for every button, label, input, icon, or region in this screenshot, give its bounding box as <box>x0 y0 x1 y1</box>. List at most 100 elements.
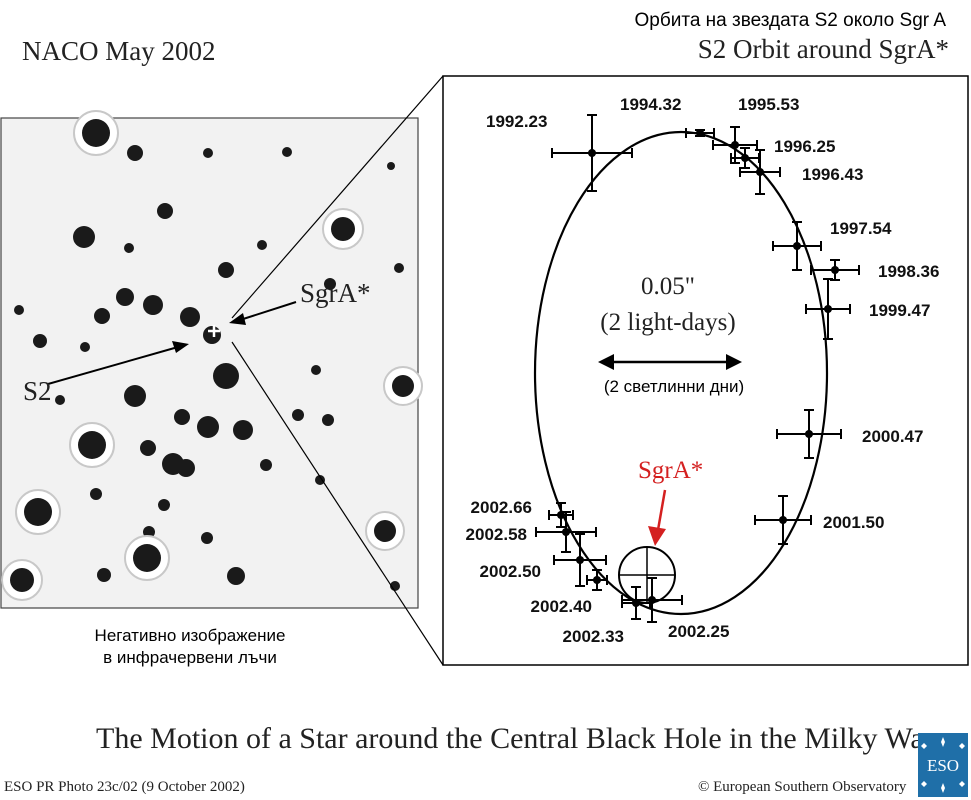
sgra-label-left: SgrA* <box>300 278 371 308</box>
star-core <box>260 459 272 471</box>
orbit-point-1992-23: 1992.23 <box>486 112 633 192</box>
star <box>180 307 200 327</box>
sgra-label-orbit: SgrA* <box>638 457 703 484</box>
star-core <box>282 147 292 157</box>
orbit-point-2002-40: 2002.40 <box>531 569 608 616</box>
epoch-label: 2002.66 <box>471 498 532 517</box>
epoch-label: 2000.47 <box>862 427 923 446</box>
epoch-label: 2002.50 <box>480 562 541 581</box>
orbit-point-1994-32: 1994.32 <box>620 95 715 138</box>
star <box>315 475 325 485</box>
orbit-point-marker <box>557 511 565 519</box>
orbit-point-2000-47: 2000.47 <box>776 409 923 459</box>
star <box>387 162 395 170</box>
star <box>282 147 292 157</box>
star <box>201 532 213 544</box>
star <box>260 459 272 471</box>
star <box>383 366 423 406</box>
star <box>73 110 119 156</box>
star-core <box>387 162 395 170</box>
star <box>127 145 143 161</box>
star-core <box>80 342 90 352</box>
star-core <box>180 307 200 327</box>
star <box>203 148 213 158</box>
orbit-point-marker <box>756 168 764 176</box>
eso-logo: ESO <box>918 733 968 797</box>
orbit-point-marker <box>805 430 813 438</box>
star <box>324 278 336 290</box>
epoch-label: 2002.33 <box>563 627 624 646</box>
star <box>94 308 110 324</box>
figure-main-title: The Motion of a Star around the Central … <box>96 722 939 755</box>
orbit-point-marker <box>593 576 601 584</box>
orbit-point-marker <box>779 516 787 524</box>
star-core <box>331 217 355 241</box>
star-core <box>24 498 52 526</box>
orbit-ellipse <box>533 130 829 616</box>
orbit-point-1996-25: 1996.25 <box>730 137 835 169</box>
orbit-panel-frame <box>442 75 969 666</box>
star-core <box>78 431 106 459</box>
star-core <box>33 334 47 348</box>
sgra-red-arrow <box>648 489 667 546</box>
infrared-image <box>0 110 423 609</box>
star <box>33 334 47 348</box>
star <box>143 526 155 538</box>
star <box>218 262 234 278</box>
star <box>140 440 156 456</box>
star <box>157 203 173 219</box>
star <box>1 559 43 601</box>
star-core <box>324 278 336 290</box>
star-core <box>257 240 267 250</box>
star-core <box>127 145 143 161</box>
orbit-point-1998-36: 1998.36 <box>810 259 939 281</box>
star <box>124 385 146 407</box>
star-core <box>116 288 134 306</box>
orbit-point-2001-50: 2001.50 <box>754 495 884 545</box>
star <box>233 420 253 440</box>
star <box>15 489 61 535</box>
epoch-label: 1996.25 <box>774 137 835 156</box>
star <box>394 263 404 273</box>
star-core <box>311 365 321 375</box>
caption-line-1: Негативно изображение <box>94 626 286 645</box>
scale-value: 0.05" <box>641 273 695 300</box>
star <box>69 422 115 468</box>
epoch-label: 1998.36 <box>878 262 939 281</box>
star-core <box>157 203 173 219</box>
star <box>322 414 334 426</box>
zoom-line-top <box>231 75 444 319</box>
epoch-label: 1996.43 <box>802 165 863 184</box>
star-core <box>394 263 404 273</box>
orbit-point-marker <box>588 149 596 157</box>
epoch-label: 2002.58 <box>466 525 527 544</box>
epoch-label: 1992.23 <box>486 112 547 131</box>
orbit-point-marker <box>576 556 584 564</box>
star <box>116 288 134 306</box>
star-core <box>292 409 304 421</box>
photo-reference: ESO PR Photo 23c/02 (9 October 2002) <box>4 779 245 795</box>
star-core <box>218 262 234 278</box>
star-core <box>213 363 239 389</box>
star <box>73 226 95 248</box>
star-core <box>227 567 245 585</box>
orbit-point-marker <box>831 266 839 274</box>
orbit-point-2002-25: 2002.25 <box>621 577 729 641</box>
orbit-point-1997-54: 1997.54 <box>772 219 892 271</box>
star <box>292 409 304 421</box>
star-core <box>143 295 163 315</box>
star-core <box>374 520 396 542</box>
star <box>365 511 405 551</box>
copyright-notice: © European Southern Observatory <box>698 779 907 795</box>
orbit-point-2002-50: 2002.50 <box>480 533 607 587</box>
orbit-point-marker <box>562 528 570 536</box>
star-core <box>124 385 146 407</box>
star-core <box>73 226 95 248</box>
epoch-label: 1995.53 <box>738 95 799 114</box>
star-core <box>174 409 190 425</box>
star-core <box>82 119 110 147</box>
left-panel-title: NACO May 2002 <box>22 36 216 66</box>
star <box>322 208 364 250</box>
star-core <box>97 568 111 582</box>
